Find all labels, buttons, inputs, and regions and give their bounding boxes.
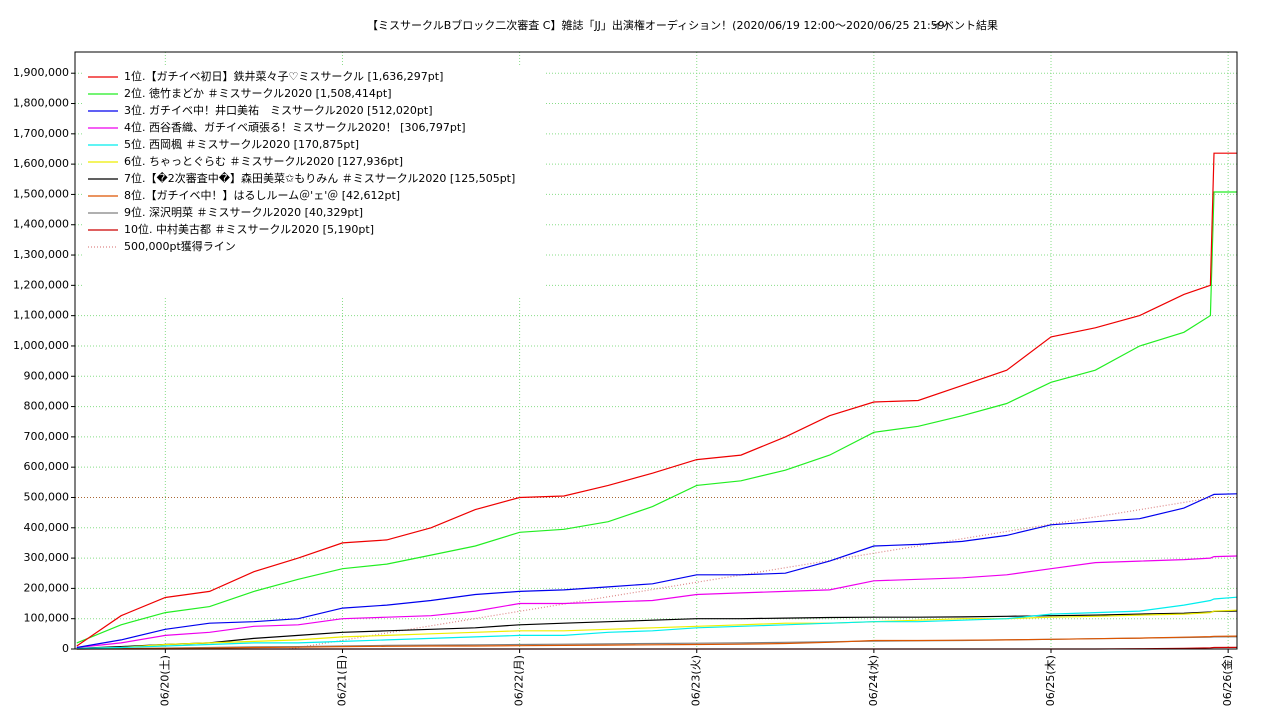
legend-label: 10位. 中村美古都 ＃ミスサークル2020 [5,190pt] bbox=[124, 222, 374, 236]
legend-label: 8位.【ガチイベ中！】はるしルーム＠'ェ'＠ [42,612pt] bbox=[124, 188, 400, 202]
y-tick-label: 200,000 bbox=[24, 581, 70, 594]
chart-title: 【ミスサークルBブロック二次審査 C】雑誌「JJ」出演権オーディション！(202… bbox=[367, 18, 949, 32]
series-line bbox=[76, 635, 1238, 650]
series-line bbox=[76, 596, 1238, 649]
series-line bbox=[289, 496, 1215, 650]
x-tick-label: 06/24(水) bbox=[867, 655, 880, 706]
legend-label: 7位.【�2次審査中�】森田美菜✩もりみん ＃ミスサークル2020 [125,5… bbox=[124, 171, 515, 185]
legend-label: 2位. 徳竹まどか ＃ミスサークル2020 [1,508,414pt] bbox=[124, 86, 392, 100]
y-tick-label: 300,000 bbox=[24, 551, 70, 564]
x-tick-label: 06/20(土) bbox=[158, 655, 171, 706]
y-tick-label: 1,900,000 bbox=[13, 66, 69, 79]
y-tick-label: 700,000 bbox=[24, 430, 70, 443]
x-tick-label: 06/21(日) bbox=[335, 655, 348, 706]
y-tick-label: 100,000 bbox=[24, 612, 70, 625]
y-tick-label: 1,000,000 bbox=[13, 339, 69, 352]
x-tick-label: 06/25(木) bbox=[1044, 655, 1057, 706]
legend-label: 3位. ガチイベ中！井口美祐 ミスサークル2020 [512,020pt] bbox=[124, 103, 433, 117]
legend-label: 6位. ちゃっとぐらむ ＃ミスサークル2020 [127,936pt] bbox=[124, 154, 403, 168]
y-tick-label: 0 bbox=[62, 642, 69, 655]
legend-label: 9位. 深沢明菜 ＃ミスサークル2020 [40,329pt] bbox=[124, 205, 363, 219]
series-line bbox=[76, 610, 1238, 649]
series-line bbox=[76, 191, 1237, 644]
legend-label: 500,000pt獲得ライン bbox=[124, 240, 236, 253]
y-tick-label: 400,000 bbox=[24, 521, 70, 534]
series-line bbox=[76, 555, 1238, 649]
series-line bbox=[76, 609, 1238, 649]
series-line bbox=[76, 493, 1238, 649]
y-tick-label: 900,000 bbox=[24, 369, 70, 382]
y-tick-label: 1,100,000 bbox=[13, 309, 69, 322]
y-tick-label: 1,500,000 bbox=[13, 187, 69, 200]
x-tick-label: 06/22(月) bbox=[513, 655, 526, 706]
y-tick-label: 1,600,000 bbox=[13, 157, 69, 170]
legend-box bbox=[84, 66, 544, 296]
y-tick-label: 1,400,000 bbox=[13, 218, 69, 231]
series-line bbox=[76, 152, 1237, 647]
y-tick-label: 1,200,000 bbox=[13, 278, 69, 291]
x-tick-label: 06/26(金) bbox=[1220, 655, 1234, 706]
x-tick-label: 06/23(火) bbox=[690, 655, 703, 706]
y-tick-label: 1,700,000 bbox=[13, 127, 69, 140]
y-tick-label: 800,000 bbox=[24, 400, 70, 413]
legend-label: 4位. 西谷香織、ガチイベ頑張る！ミスサークル2020！ [306,797pt] bbox=[124, 120, 466, 134]
legend-label: 5位. 西岡楓 ＃ミスサークル2020 [170,875pt] bbox=[124, 137, 359, 151]
y-tick-label: 1,800,000 bbox=[13, 97, 69, 110]
y-tick-label: 1,300,000 bbox=[13, 248, 69, 261]
y-tick-label: 500,000 bbox=[24, 490, 70, 503]
chart-subtitle: イベント結果 bbox=[932, 18, 998, 32]
plot-border bbox=[74, 51, 1238, 650]
legend-label: 1位.【ガチイベ初日】鉄井菜々子♡ミスサークル [1,636,297pt] bbox=[124, 69, 443, 83]
y-tick-label: 600,000 bbox=[24, 460, 70, 473]
